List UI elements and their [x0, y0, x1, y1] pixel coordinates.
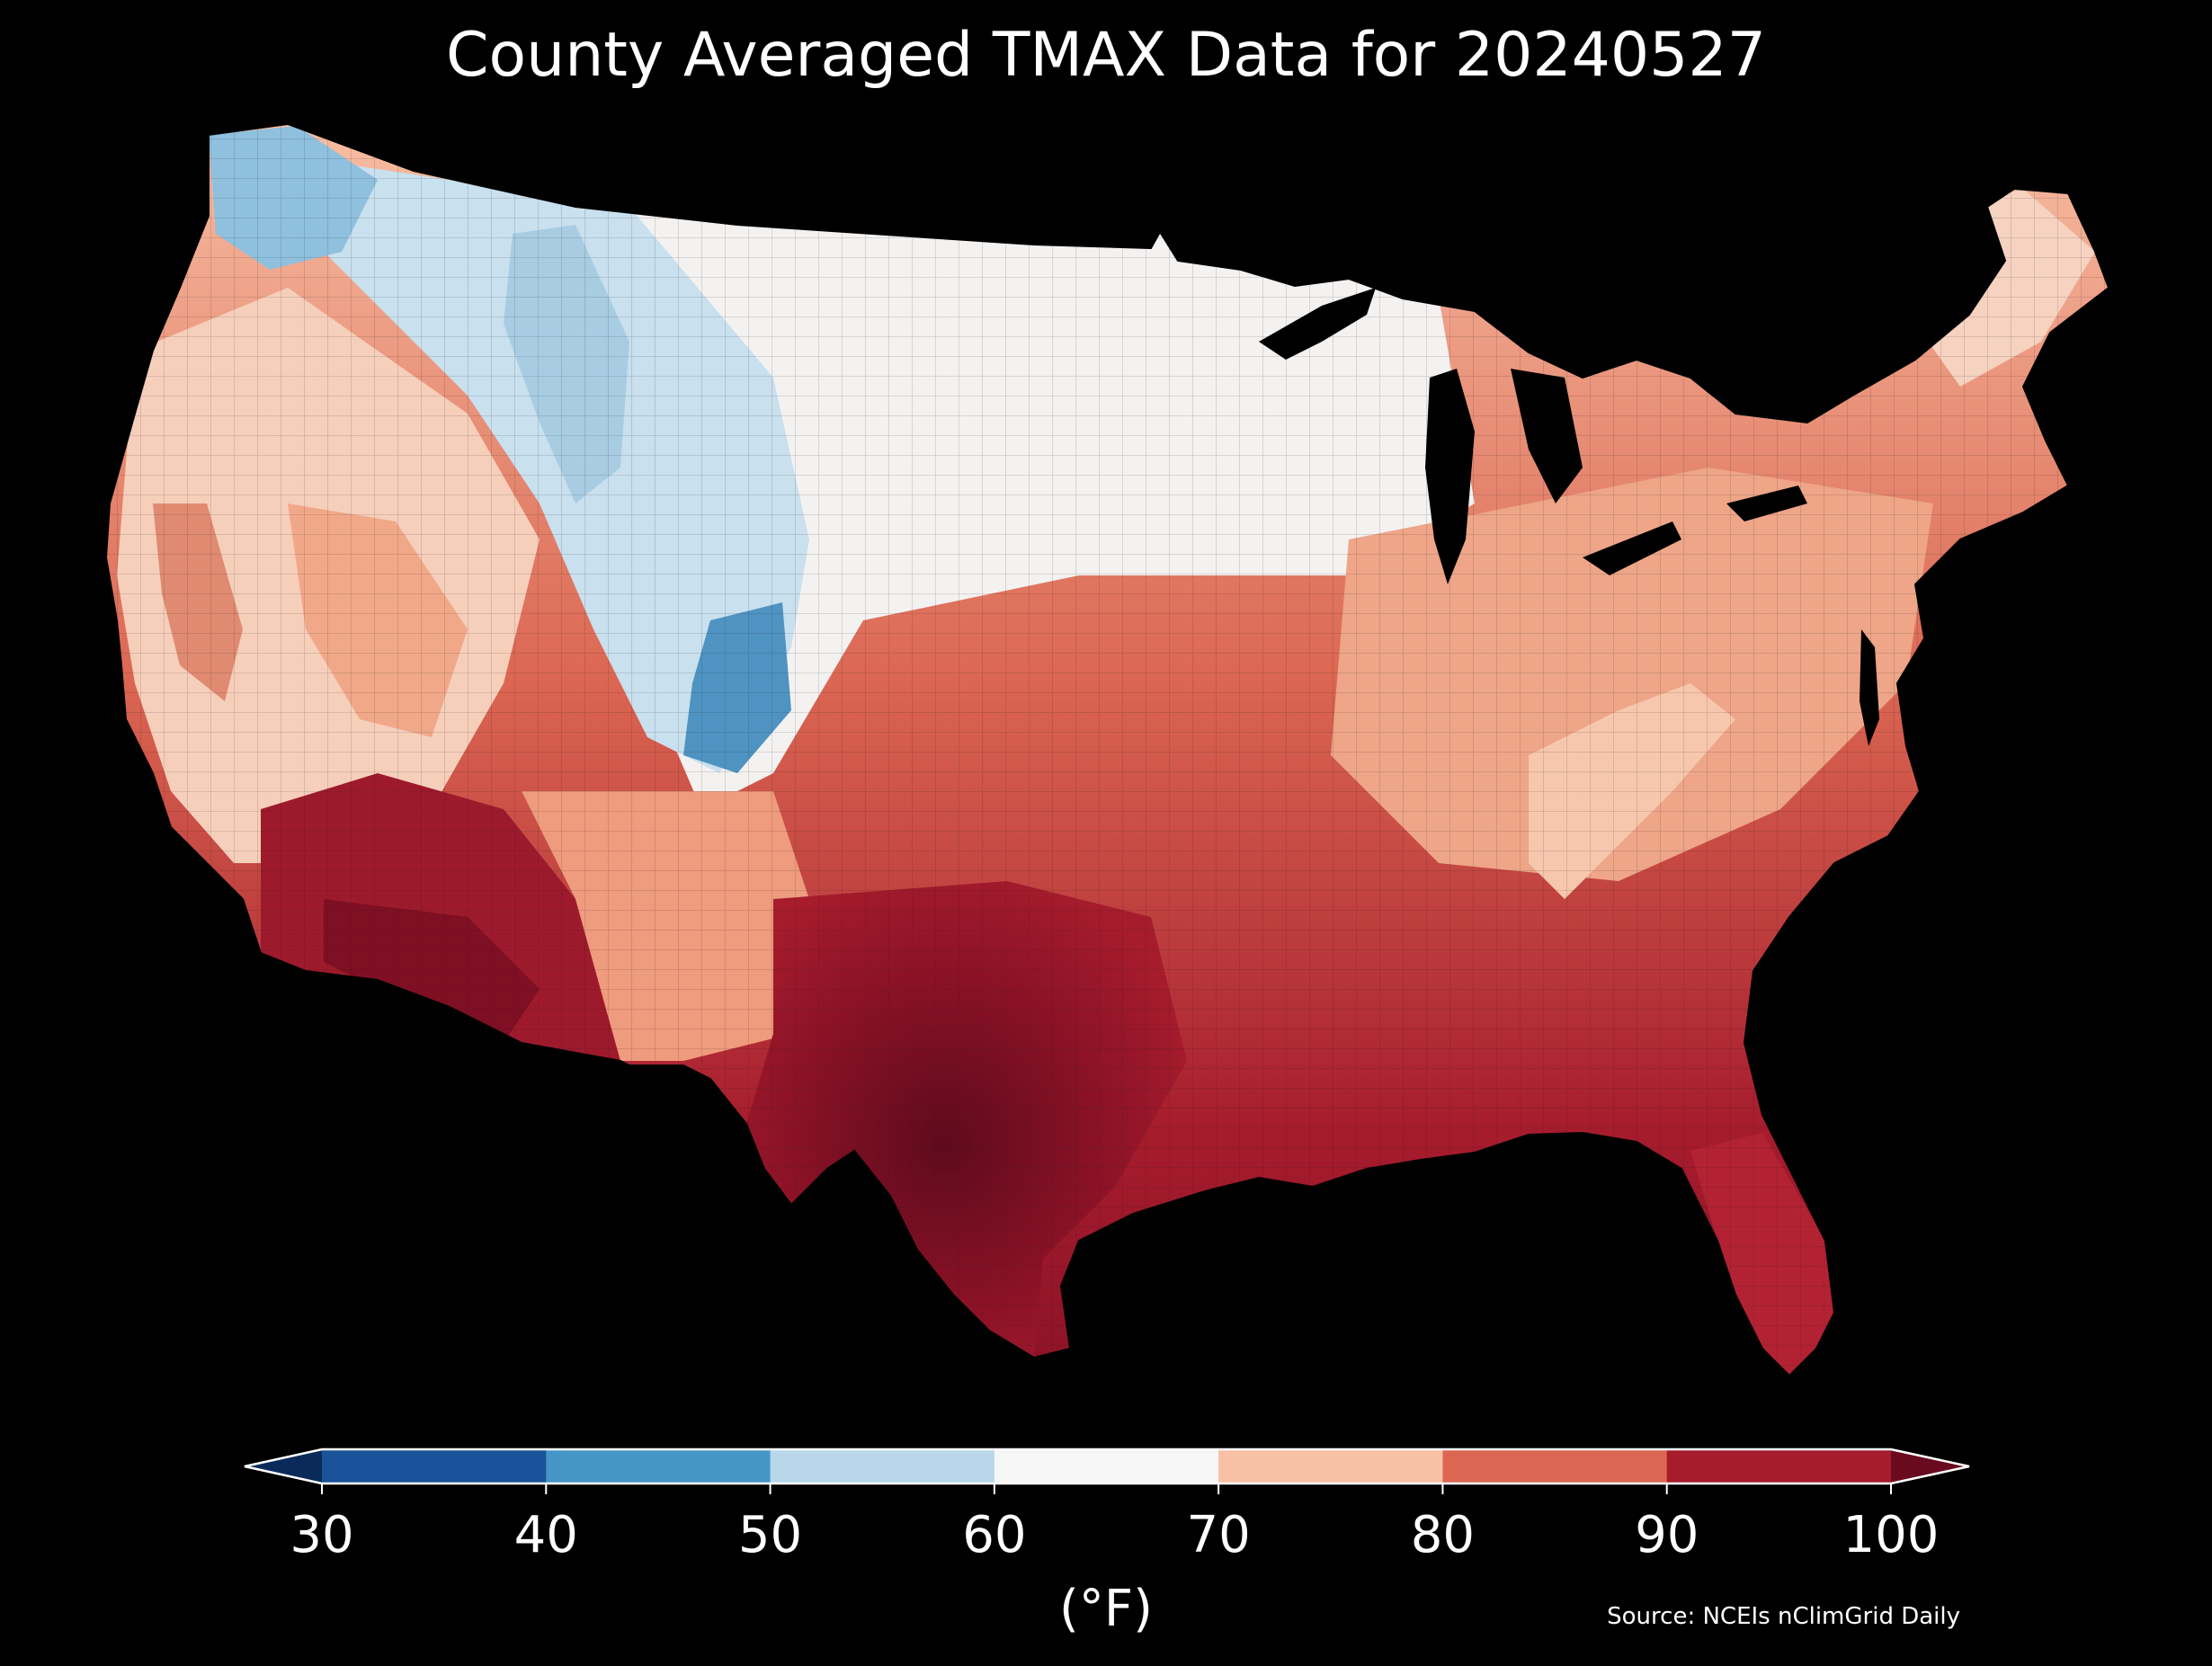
- colorbar-bin-50-60: [770, 1449, 995, 1483]
- lake-huron: [1511, 369, 1583, 503]
- colorbar-over-extension: [1891, 1449, 1969, 1483]
- lake-michigan: [1425, 369, 1475, 584]
- colorbar-bin-40-50: [546, 1449, 772, 1483]
- colorbar-tick-label: 60: [962, 1506, 1027, 1564]
- colorbar-units-label: (°F): [1059, 1580, 1153, 1638]
- colorbar-bin-70-80: [1218, 1449, 1443, 1483]
- colorbar-tick-label: 90: [1635, 1506, 1699, 1564]
- colorbar-bin-30-40: [322, 1449, 547, 1483]
- colorbar-tick-label: 70: [1186, 1506, 1251, 1564]
- colorbar-tick-label: 80: [1410, 1506, 1476, 1564]
- colorbar-bin-60-70: [994, 1449, 1219, 1483]
- colorbar-tick-label: 40: [513, 1506, 578, 1564]
- colorbar-tick-label: 100: [1842, 1506, 1940, 1564]
- colorbar-under-extension: [245, 1449, 322, 1483]
- lake-ontario: [1726, 486, 1807, 521]
- colorbar: [244, 1448, 1970, 1494]
- county-boundaries: [106, 124, 2109, 1376]
- lake-superior: [1259, 288, 1376, 360]
- chesapeake-bay: [1860, 629, 1879, 746]
- colorbar-bin-80-90: [1442, 1449, 1668, 1483]
- map-title: County Averaged TMAX Data for 20240527: [446, 20, 1766, 91]
- source-note: Source: NCEIs nClimGrid Daily: [1607, 1603, 1960, 1630]
- lake-erie: [1583, 521, 1681, 575]
- colorbar-bin-90-100: [1666, 1449, 1892, 1483]
- colorbar-tick-label: 50: [737, 1506, 803, 1564]
- colorbar-tick-label: 30: [290, 1506, 354, 1564]
